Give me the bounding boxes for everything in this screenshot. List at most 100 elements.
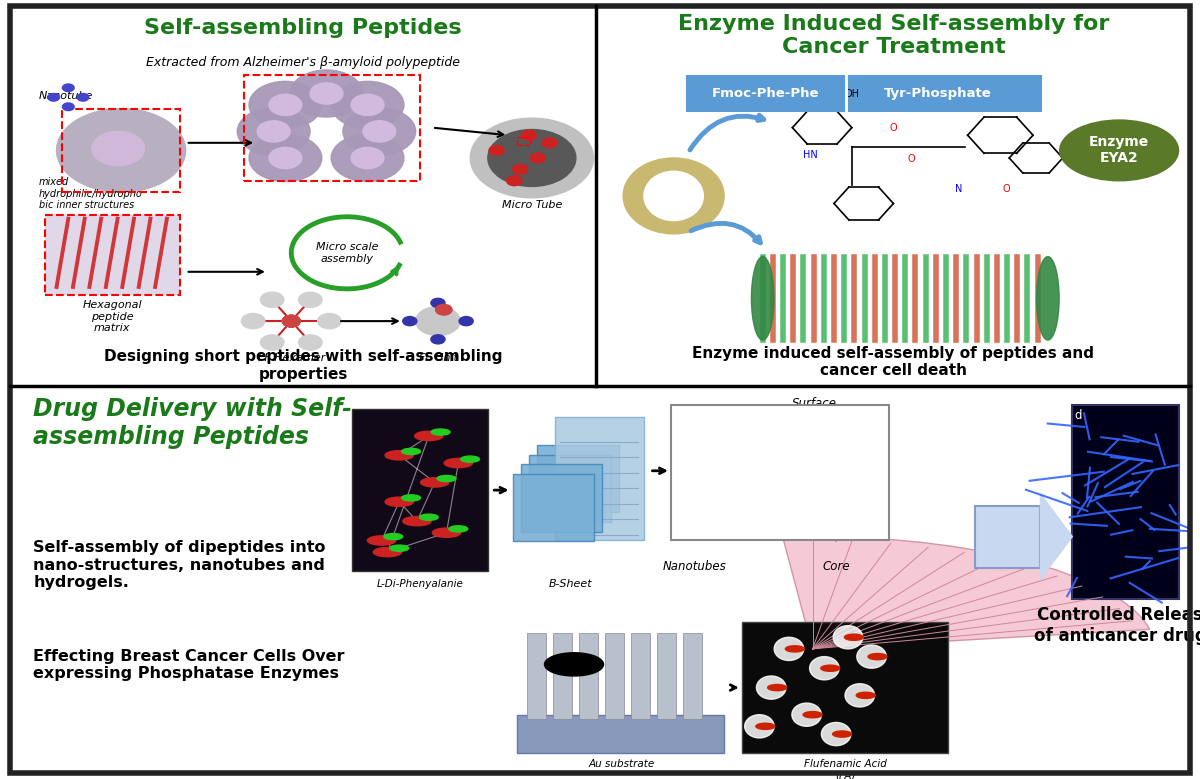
Circle shape bbox=[282, 315, 300, 327]
Circle shape bbox=[415, 307, 461, 336]
Circle shape bbox=[91, 132, 144, 166]
Circle shape bbox=[449, 526, 468, 532]
Circle shape bbox=[402, 495, 420, 501]
Circle shape bbox=[530, 153, 545, 163]
Ellipse shape bbox=[1037, 256, 1060, 340]
Circle shape bbox=[431, 429, 450, 435]
Circle shape bbox=[269, 147, 302, 168]
FancyBboxPatch shape bbox=[556, 417, 643, 541]
Circle shape bbox=[241, 313, 265, 329]
Circle shape bbox=[62, 84, 74, 92]
Text: Controlled Release
of anticancer drugs: Controlled Release of anticancer drugs bbox=[1034, 606, 1200, 645]
Circle shape bbox=[269, 94, 302, 115]
Circle shape bbox=[352, 94, 384, 115]
Ellipse shape bbox=[751, 256, 774, 340]
Text: Nanotubes: Nanotubes bbox=[662, 560, 726, 573]
Ellipse shape bbox=[745, 714, 774, 738]
Ellipse shape bbox=[822, 722, 851, 746]
FancyBboxPatch shape bbox=[517, 714, 724, 753]
Circle shape bbox=[299, 335, 322, 350]
Text: d: d bbox=[1075, 409, 1082, 422]
Circle shape bbox=[432, 528, 461, 538]
FancyBboxPatch shape bbox=[553, 633, 571, 718]
Circle shape bbox=[282, 315, 300, 327]
Circle shape bbox=[299, 292, 322, 308]
Circle shape bbox=[282, 315, 300, 327]
Circle shape bbox=[260, 335, 284, 350]
Circle shape bbox=[420, 478, 449, 487]
Circle shape bbox=[461, 456, 480, 462]
Text: Effecting Breast Cancer Cells Over
expressing Phosphatase Enzymes: Effecting Breast Cancer Cells Over expre… bbox=[34, 649, 344, 682]
Circle shape bbox=[48, 93, 60, 101]
Text: Drug Delivery with Self-
assembling Peptides: Drug Delivery with Self- assembling Pept… bbox=[34, 397, 352, 449]
FancyBboxPatch shape bbox=[352, 409, 488, 572]
Text: Self-assembly of dipeptides into
nano-structures, nanotubes and
hydrogels.: Self-assembly of dipeptides into nano-st… bbox=[34, 541, 325, 590]
FancyBboxPatch shape bbox=[44, 215, 180, 294]
Circle shape bbox=[768, 685, 786, 691]
Text: L-Di-Phenyalanie: L-Di-Phenyalanie bbox=[377, 580, 464, 589]
Circle shape bbox=[512, 164, 528, 174]
FancyBboxPatch shape bbox=[1073, 405, 1178, 598]
Ellipse shape bbox=[857, 645, 887, 668]
Text: O: O bbox=[1002, 184, 1010, 194]
Circle shape bbox=[385, 450, 414, 460]
FancyBboxPatch shape bbox=[578, 633, 598, 718]
Text: Fmoc-Phe-Phe: Fmoc-Phe-Phe bbox=[712, 87, 820, 100]
Text: Extracted from Alzheimer's β-amyloid polypeptide: Extracted from Alzheimer's β-amyloid pol… bbox=[146, 55, 460, 69]
Circle shape bbox=[367, 536, 396, 545]
FancyBboxPatch shape bbox=[521, 464, 602, 531]
Circle shape bbox=[488, 129, 576, 186]
Text: O: O bbox=[889, 123, 898, 133]
Text: Enzyme Induced Self-assembly for
Cancer Treatment: Enzyme Induced Self-assembly for Cancer … bbox=[678, 14, 1109, 57]
FancyBboxPatch shape bbox=[656, 633, 676, 718]
Circle shape bbox=[506, 176, 522, 185]
Wedge shape bbox=[782, 537, 1150, 649]
Ellipse shape bbox=[845, 684, 875, 707]
Circle shape bbox=[868, 654, 887, 660]
Text: Micro scale
assembly: Micro scale assembly bbox=[316, 242, 378, 263]
Circle shape bbox=[857, 693, 875, 699]
Text: FF Hexamer: FF Hexamer bbox=[258, 353, 325, 363]
Circle shape bbox=[331, 135, 404, 182]
Circle shape bbox=[310, 83, 343, 104]
Ellipse shape bbox=[623, 158, 724, 234]
Circle shape bbox=[385, 497, 414, 506]
Text: N: N bbox=[955, 184, 962, 194]
Circle shape bbox=[318, 313, 341, 329]
Circle shape bbox=[821, 665, 840, 671]
Circle shape bbox=[803, 711, 822, 717]
Text: Designing short peptides with self-assembling
properties: Designing short peptides with self-assem… bbox=[103, 350, 503, 382]
Circle shape bbox=[282, 315, 300, 327]
Text: Enzyme
EYA2: Enzyme EYA2 bbox=[1088, 136, 1150, 165]
FancyBboxPatch shape bbox=[605, 633, 624, 718]
Circle shape bbox=[257, 121, 290, 142]
FancyBboxPatch shape bbox=[685, 75, 1042, 112]
Circle shape bbox=[402, 449, 420, 454]
Circle shape bbox=[756, 723, 775, 729]
Circle shape bbox=[384, 534, 403, 540]
Text: Tyr-Phosphate: Tyr-Phosphate bbox=[884, 87, 992, 100]
Text: Self-assembling Peptides: Self-assembling Peptides bbox=[144, 18, 462, 37]
FancyBboxPatch shape bbox=[976, 506, 1040, 568]
Circle shape bbox=[282, 315, 300, 327]
Circle shape bbox=[343, 108, 415, 155]
Ellipse shape bbox=[644, 171, 703, 220]
Circle shape bbox=[419, 514, 438, 520]
Circle shape bbox=[436, 305, 452, 315]
Circle shape bbox=[431, 298, 445, 308]
FancyBboxPatch shape bbox=[742, 622, 948, 753]
Circle shape bbox=[833, 731, 852, 737]
Circle shape bbox=[437, 475, 456, 481]
Circle shape bbox=[785, 646, 804, 652]
Circle shape bbox=[250, 81, 322, 129]
Circle shape bbox=[845, 634, 863, 640]
Ellipse shape bbox=[810, 657, 839, 680]
Circle shape bbox=[403, 316, 416, 326]
Circle shape bbox=[403, 516, 431, 526]
Circle shape bbox=[238, 108, 310, 155]
Circle shape bbox=[444, 458, 473, 467]
Text: Enzyme induced self-assembly of peptides and
cancer cell death: Enzyme induced self-assembly of peptides… bbox=[692, 346, 1094, 378]
Ellipse shape bbox=[792, 703, 822, 726]
Ellipse shape bbox=[545, 653, 604, 676]
Circle shape bbox=[77, 93, 89, 101]
